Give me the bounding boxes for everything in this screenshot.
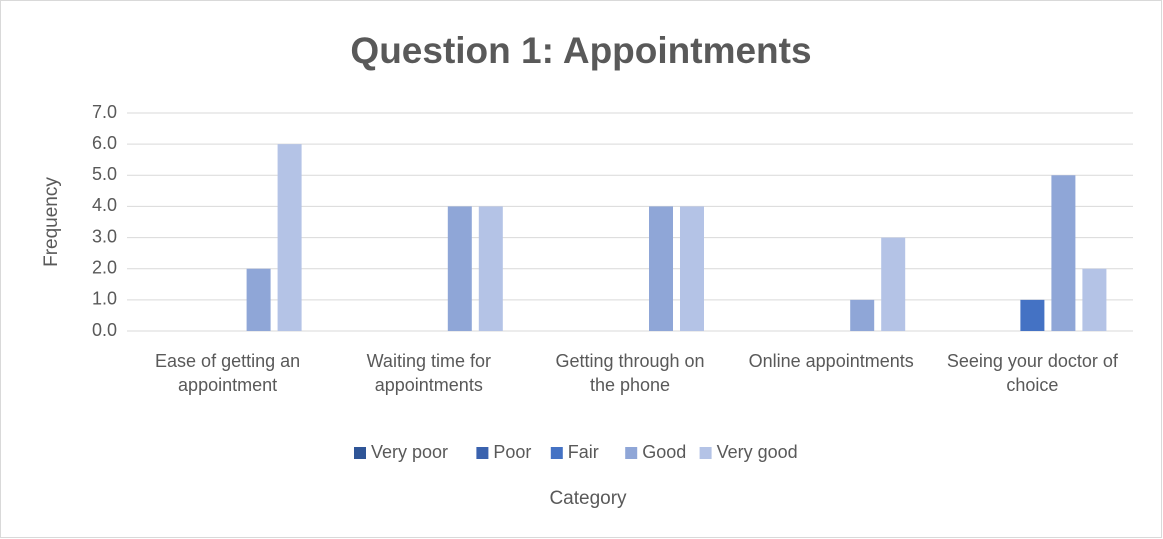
y-tick-label: 1.0 (92, 289, 117, 309)
bar (850, 299, 875, 331)
legend-swatch (354, 447, 366, 459)
bar (680, 206, 704, 331)
bar (881, 237, 906, 331)
legend-label: Fair (568, 442, 599, 462)
y-tick-label: 0.0 (92, 320, 117, 340)
y-tick-label: 5.0 (92, 164, 117, 184)
legend-swatch (476, 447, 489, 459)
bar (478, 206, 503, 331)
legend-label: Poor (493, 442, 531, 462)
bar (277, 144, 302, 331)
bar (447, 206, 472, 331)
y-tick-label: 3.0 (92, 226, 117, 246)
y-tick-label: 7.0 (92, 102, 117, 122)
x-tick-label: Getting through on the phone (555, 351, 705, 395)
bar (1082, 268, 1107, 331)
chart-title: Question 1: Appointments (350, 30, 811, 71)
y-axis-title: Frequency (41, 177, 62, 267)
bar (1020, 299, 1045, 331)
legend-swatch (625, 447, 638, 459)
x-tick-label: Online appointments (748, 351, 914, 371)
legend-swatch (550, 447, 563, 459)
y-tick-label: 6.0 (92, 133, 117, 153)
bar (246, 268, 271, 331)
bar (649, 206, 673, 331)
legend-label: Good (642, 442, 686, 462)
x-axis-title: Category (549, 488, 627, 509)
y-tick-label: 2.0 (92, 257, 117, 277)
legend-swatch (699, 447, 712, 459)
x-tick-label: Waiting time for appointments (366, 351, 491, 395)
legend-label: Very poor (371, 442, 448, 462)
x-tick-label: Seeing your doctor of choice (946, 351, 1118, 395)
x-tick-label: Ease of getting an appointment (155, 351, 301, 395)
bar (1051, 175, 1076, 331)
y-tick-label: 4.0 (92, 195, 117, 215)
legend-label: Very good (717, 442, 798, 462)
